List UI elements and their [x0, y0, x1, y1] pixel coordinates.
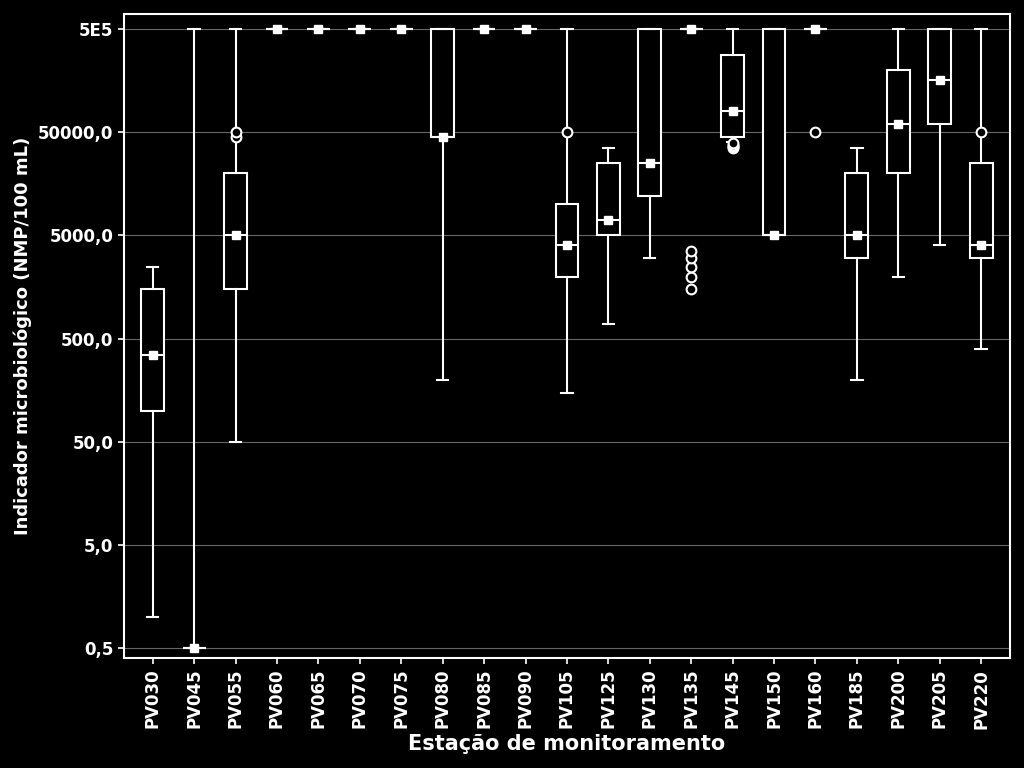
PathPatch shape	[141, 290, 164, 411]
X-axis label: Estação de monitoramento: Estação de monitoramento	[409, 734, 726, 754]
PathPatch shape	[970, 164, 992, 258]
PathPatch shape	[556, 204, 579, 276]
PathPatch shape	[887, 70, 909, 174]
PathPatch shape	[638, 29, 662, 196]
PathPatch shape	[721, 55, 744, 137]
PathPatch shape	[597, 164, 620, 236]
PathPatch shape	[763, 29, 785, 236]
PathPatch shape	[929, 29, 951, 124]
PathPatch shape	[224, 174, 247, 290]
Y-axis label: Indicador microbiológico (NMP/100 mL): Indicador microbiológico (NMP/100 mL)	[14, 137, 33, 535]
PathPatch shape	[431, 29, 454, 137]
PathPatch shape	[846, 174, 868, 258]
